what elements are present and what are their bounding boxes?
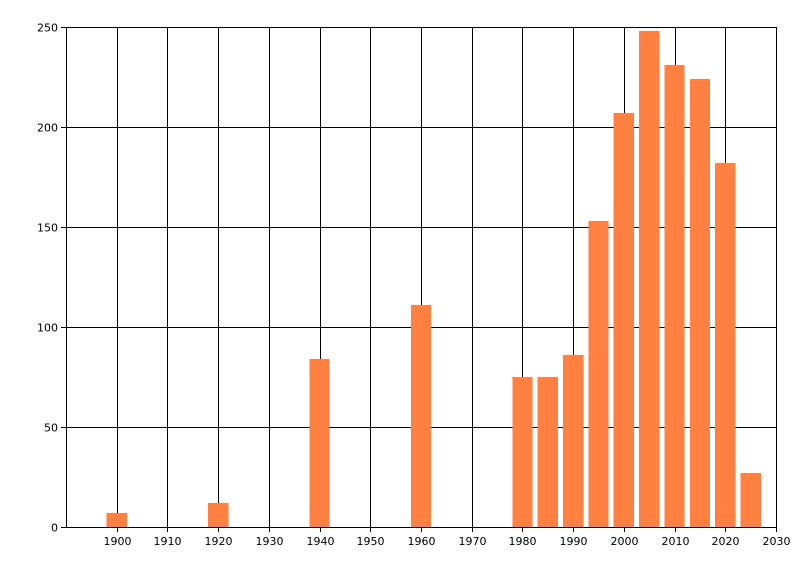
bar	[106, 513, 127, 527]
x-tick-label: 1920	[205, 535, 233, 548]
y-tick-label: 100	[37, 322, 58, 335]
x-tick-label: 1910	[154, 535, 182, 548]
x-tick-label: 1940	[307, 535, 335, 548]
bar	[613, 113, 634, 527]
bar	[537, 377, 558, 527]
bar	[563, 355, 584, 527]
x-tick-label: 2000	[611, 535, 639, 548]
x-tick-label: 1990	[560, 535, 588, 548]
y-tick-label: 50	[44, 422, 58, 435]
y-tick-label: 150	[37, 222, 58, 235]
x-tick-label: 1930	[256, 535, 284, 548]
x-tick-label: 2020	[712, 535, 740, 548]
x-tick-label: 1980	[509, 535, 537, 548]
x-tick-label: 2010	[662, 535, 690, 548]
bar	[309, 359, 330, 527]
bar	[715, 163, 736, 527]
bar	[740, 473, 761, 527]
bars	[106, 31, 761, 527]
y-tick-label: 250	[37, 22, 58, 35]
y-tick-label: 200	[37, 122, 58, 135]
x-tick-label: 1900	[104, 535, 132, 548]
x-tick-label: 2030	[763, 535, 791, 548]
bar	[689, 79, 711, 527]
bar	[512, 377, 533, 527]
x-tick-label: 1950	[357, 535, 385, 548]
bar	[410, 305, 432, 527]
bar	[664, 65, 685, 527]
y-tick-label: 0	[51, 522, 58, 535]
bar	[588, 221, 609, 527]
bar	[639, 31, 660, 527]
bar	[208, 503, 229, 527]
ticks: 1900 1910 1920 1930 1940 1950 1960 1970 1980 1990…	[37, 22, 791, 549]
x-tick-label: 1960	[408, 535, 436, 548]
x-tick-label: 1970	[459, 535, 487, 548]
